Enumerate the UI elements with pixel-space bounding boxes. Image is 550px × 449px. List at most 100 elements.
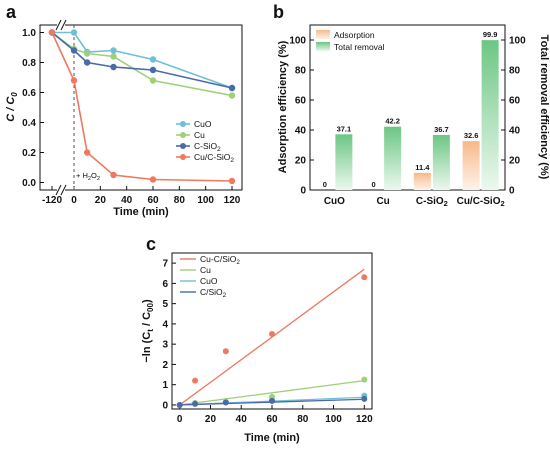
panel-a-data-point <box>110 63 117 71</box>
panel-c-legend-label: Cu <box>200 265 211 275</box>
panel-a-legend-label: Cu <box>194 130 205 140</box>
panel-b-y-tick-label: 0 <box>300 186 306 197</box>
panel-b-legend-swatch <box>316 30 330 39</box>
panel-b-bar <box>462 141 480 190</box>
panel-c-fit-line <box>179 379 365 406</box>
panel-b-y2-ticks: 0 20 40 60 80 100 <box>501 36 526 197</box>
panel-a-y-tick-label: 1.0 <box>22 28 36 39</box>
panel-c-y-tick-label: 4 <box>162 319 168 330</box>
panel-a-x-tick-label: 0 <box>71 195 77 206</box>
panel-c-x-tick-label: 100 <box>325 414 342 425</box>
panel-b-bar <box>413 172 431 190</box>
panel-c-legend-label: CuO <box>200 276 218 286</box>
panel-b-x-tick-label: CuO <box>324 196 345 207</box>
panel-a-data-point <box>149 66 157 74</box>
panel-a-y-tick-label: 0.2 <box>22 148 36 159</box>
panel-b-legend-label: Adsorption <box>334 30 375 40</box>
panel-c-y-tick-label: 7 <box>162 259 168 270</box>
panel-c-data-point <box>222 348 229 355</box>
panel-b-bar <box>335 134 353 190</box>
panel-a-data-point <box>48 29 56 36</box>
panel-a-data-point <box>70 47 78 54</box>
panel-a-series-line <box>51 31 233 97</box>
panel-b-data-label: 37.1 <box>337 124 352 133</box>
panel-a-series <box>48 29 236 185</box>
panel-c-x-ticks: 0 20 40 60 80 100 120 <box>177 405 373 425</box>
panel-a-data-point <box>149 56 157 63</box>
panel-c-data-point <box>192 377 199 384</box>
panel-c-x-tick-label: 80 <box>297 414 309 425</box>
panel-c-y-tick-label: 2 <box>162 360 168 371</box>
panel-a-legend-marker <box>180 121 186 127</box>
panel-a-letter: a <box>6 2 17 22</box>
panel-a-legend-label: C-SiO2 <box>194 141 221 153</box>
panel-c-series <box>176 268 368 408</box>
panel-b-x-ticks: CuO Cu C-SiO2 Cu/C-SiO2 <box>324 196 505 208</box>
panel-b-x-tick-label: C-SiO2 <box>416 196 448 208</box>
panel-a-x-axis-title: Time (min) <box>113 206 169 218</box>
panel-b-data-label: 0 <box>372 180 376 189</box>
panel-a-y-tick-label: 0.0 <box>22 178 36 189</box>
panel-b-data-label: 99.9 <box>483 30 498 39</box>
panel-c-y-ticks: 0 1 2 3 4 5 6 7 <box>162 259 176 411</box>
panel-b-y-tick-label: 80 <box>295 66 307 77</box>
panel-c-x-tick-label: 60 <box>266 414 278 425</box>
panel-b-x-tick-label: Cu <box>376 196 389 207</box>
panel-a-data-point <box>83 59 91 66</box>
panel-c-y-tick-label: 0 <box>162 400 168 411</box>
panel-a-x-tick-label: 20 <box>95 195 107 206</box>
panel-b-y2-tick-label: 40 <box>509 126 521 137</box>
panel-c-data-point <box>269 331 275 338</box>
panel-a-legend-marker <box>180 143 186 149</box>
panel-c-fit-line <box>179 268 365 406</box>
panel-a-x-tick-label: 120 <box>224 195 241 206</box>
panel-a-data-point <box>149 77 157 84</box>
panel-a-data-point <box>83 50 91 57</box>
panel-a-legend-marker <box>180 132 186 138</box>
panel-c-x-tick-label: 40 <box>236 414 248 425</box>
panel-b-data-label: 42.2 <box>385 117 400 126</box>
panel-a-axis-break <box>55 19 67 196</box>
panel-a-x-tick-label: 60 <box>147 195 159 206</box>
panel-b-y2-tick-label: 80 <box>509 66 521 77</box>
panel-b-bar <box>481 40 499 191</box>
panel-b-legend-label: Total removal <box>334 42 385 52</box>
panel-b-legend: Adsorption Total removal <box>316 30 385 52</box>
panel-b-y2-tick-label: 60 <box>509 96 521 107</box>
panel-c-data-point <box>361 274 368 281</box>
panel-a-series-line <box>52 31 233 89</box>
panel-b-y-tick-label: 20 <box>295 156 307 167</box>
panel-b-data-label: 11.4 <box>415 163 430 172</box>
panel-a-data-point <box>228 84 236 92</box>
panel-a-series-line <box>51 32 233 182</box>
panel-c-legend-label: Cu-C/SiO2 <box>200 254 240 266</box>
panel-b-bars: 0 37.1 0 42.2 11.4 36.7 32.6 99.9 <box>323 30 499 191</box>
panel-c-y-tick-label: 1 <box>162 380 168 391</box>
panel-a-legend-marker <box>180 154 186 160</box>
panel-a-legend-label: CuO <box>194 119 212 129</box>
panel-b-data-label: 0 <box>323 180 327 189</box>
panel-b-y-tick-label: 40 <box>295 126 307 137</box>
panel-a-x-tick-label: 40 <box>121 195 133 206</box>
panel-b-legend-swatch <box>316 42 330 51</box>
panel-a-data-point <box>83 149 91 156</box>
panel-b-frame <box>309 24 506 191</box>
panel-b-data-label: 32.6 <box>464 131 479 140</box>
panel-a-h2o2-annotation: + H2O2 <box>76 171 100 182</box>
panel-a-x-tick-label: -120 <box>42 195 62 206</box>
panel-c-letter: c <box>146 234 156 254</box>
panel-a-data-point <box>110 47 117 54</box>
panel-a-data-point <box>70 29 78 36</box>
panel-a-frame <box>39 24 243 191</box>
panel-b-data-label: 36.7 <box>434 125 449 134</box>
panel-c-data-point <box>222 399 229 406</box>
panel-c-data-point <box>361 395 368 402</box>
panel-c-x-tick-label: 20 <box>205 414 217 425</box>
panel-c-x-tick-label: 0 <box>177 414 183 425</box>
panel-c-x-axis-title: Time (min) <box>244 432 300 444</box>
panel-a-y-axis-title: C / C0 <box>5 92 19 122</box>
panel-c-y-tick-label: 3 <box>162 340 168 351</box>
